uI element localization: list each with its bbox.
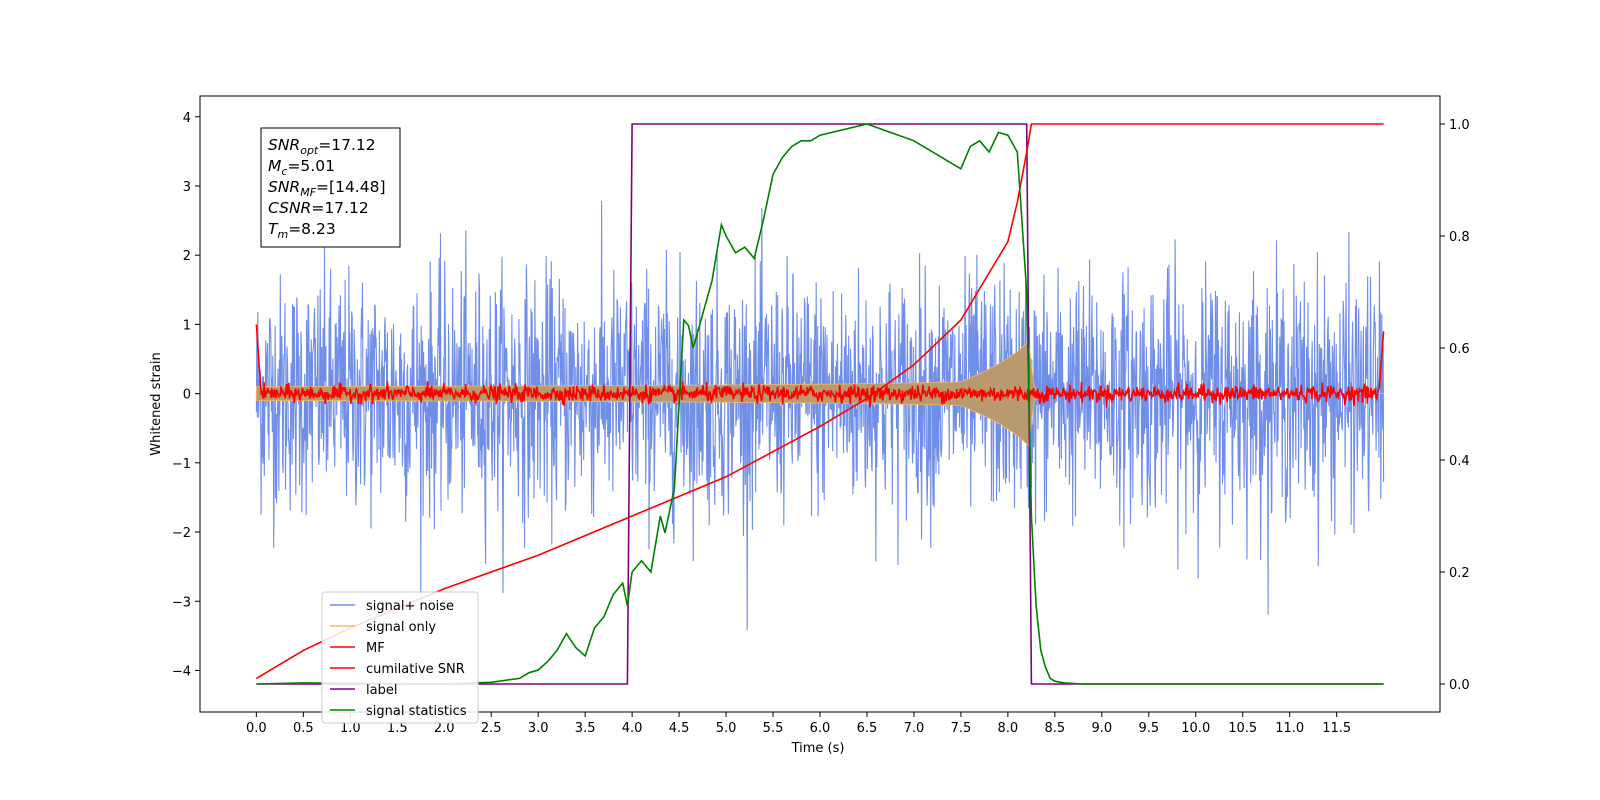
y-axis-right: 1.0 0.8 0.6 0.4 0.2 0.0 [1440,118,1470,693]
y-tick-label: 2 [183,249,191,264]
series-mf [255,324,1385,408]
x-axis-label: Time (s) [791,741,845,756]
annotation-line: Mc=5.01 [268,157,335,178]
annotation-line: CSNR=17.12 [268,199,369,217]
y-tick-label: 1 [183,318,191,333]
y-tick-label: 4 [183,111,191,126]
legend-entry: signal+ noise [366,599,454,614]
x-tick-label: 3.5 [575,721,596,736]
y-axis-label: Whitened strain [149,352,164,455]
x-tick-label: 6.5 [857,721,878,736]
legend-entry: MF [366,641,385,656]
annotation-line: SNRopt=17.12 [268,136,376,157]
y2-tick-label: 0.0 [1449,678,1470,693]
x-tick-label: 2.5 [481,721,502,736]
y2-tick-label: 0.4 [1449,454,1470,469]
annotation-line: SNRMF=[14.48] [268,178,386,199]
x-tick-label: 1.5 [387,721,408,736]
legend: signal+ noise signal only MF cumilative SNR… [321,591,479,724]
legend-entry: label [366,683,397,698]
y-tick-label: −1 [172,457,191,472]
x-tick-label: 8.5 [1045,721,1066,736]
x-axis: 0.0 0.5 1.0 1.5 2.0 2.5 3.0 3.5 4.0 4.5 5.0 5.5 6.0 6… [246,712,1351,736]
y-axis-left: 4 3 2 1 0 −1 −2 −3 −4 [172,111,200,679]
plot-area [255,123,1385,685]
legend-frame [321,591,479,724]
x-tick-label: 3.0 [528,721,549,736]
x-tick-label: 10.0 [1181,721,1210,736]
y-tick-label: 0 [183,388,191,403]
x-tick-label: 6.0 [810,721,831,736]
x-tick-label: 7.5 [951,721,972,736]
x-tick-label: 7.0 [904,721,925,736]
annotation-frame [260,127,401,248]
x-tick-label: 11.0 [1275,721,1304,736]
x-tick-label: 1.0 [340,721,361,736]
x-tick-label: 5.5 [763,721,784,736]
y2-tick-label: 0.6 [1449,342,1470,357]
x-tick-label: 2.0 [434,721,455,736]
x-tick-label: 4.0 [622,721,643,736]
annotation-line: Tm=8.23 [268,220,336,241]
x-tick-label: 8.0 [998,721,1019,736]
x-tick-label: 9.5 [1138,721,1159,736]
y-tick-label: −2 [172,526,191,541]
x-tick-label: 4.5 [669,721,690,736]
y-tick-label: −4 [172,664,191,679]
legend-entry: signal statistics [366,704,467,719]
x-tick-label: 10.5 [1228,721,1257,736]
y-tick-label: 3 [183,180,191,195]
x-tick-label: 11.5 [1322,721,1351,736]
x-tick-label: 9.0 [1091,721,1112,736]
y-tick-label: −3 [172,595,191,610]
y2-tick-label: 0.2 [1449,566,1470,581]
x-tick-label: 0.0 [246,721,267,736]
x-tick-label: 0.5 [293,721,314,736]
y2-tick-label: 1.0 [1449,118,1470,133]
x-tick-label: 5.0 [716,721,737,736]
legend-entry: signal only [366,620,436,635]
parameter-annotation-box: SNRopt=17.12Mc=5.01SNRMF=[14.48]CSNR=17.… [260,127,401,248]
series-signal-statistics [256,123,1384,685]
legend-entry: cumilative SNR [366,662,465,677]
y2-tick-label: 0.8 [1449,230,1470,245]
